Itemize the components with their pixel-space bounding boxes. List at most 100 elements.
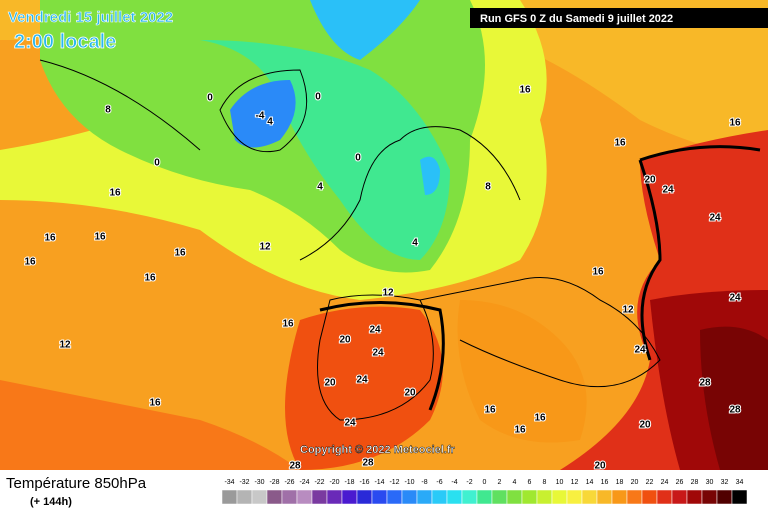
scale-swatch: [536, 489, 553, 505]
contour-label: 24: [634, 345, 646, 356]
contour-label: 8: [105, 105, 111, 116]
contour-label: 16: [109, 188, 121, 199]
contour-label: 16: [592, 267, 604, 278]
contour-label: 24: [356, 375, 368, 386]
scale-label: 32: [721, 479, 729, 486]
scale-swatch: [236, 489, 253, 505]
scale-label: -14: [374, 479, 384, 486]
contour-label: 20: [594, 461, 606, 472]
scale-label: -2: [466, 479, 472, 486]
contour-label: 16: [519, 85, 531, 96]
run-box: [470, 8, 768, 28]
contour-label: 4: [317, 182, 323, 193]
scale-swatch: [716, 489, 733, 505]
contour-label: 16: [24, 257, 36, 268]
scale-swatch: [221, 489, 238, 505]
scale-swatch: [521, 489, 538, 505]
contour-label: 16: [614, 138, 626, 149]
scale-label: 14: [586, 479, 594, 486]
scale-swatch: [671, 489, 688, 505]
scale-label: 18: [616, 479, 624, 486]
contour-label: 20: [324, 378, 336, 389]
scale-swatch: [311, 489, 328, 505]
scale-swatch: [686, 489, 703, 505]
contour-label: 12: [59, 340, 71, 351]
contour-label: 28: [289, 461, 301, 472]
scale-label: -26: [284, 479, 294, 486]
scale-swatch: [266, 489, 283, 505]
scale-label: 24: [661, 479, 669, 486]
scale-label: -22: [314, 479, 324, 486]
scale-label: -20: [329, 479, 339, 486]
scale-swatch: [386, 489, 403, 505]
contour-label: 24: [344, 418, 356, 429]
scale-label: 2: [498, 479, 502, 486]
scale-swatch: [581, 489, 598, 505]
footer-lead: (+ 144h): [30, 496, 72, 508]
scale-swatch: [611, 489, 628, 505]
scale-label: 34: [736, 479, 744, 486]
scale-swatch: [566, 489, 583, 505]
scale-label: -10: [404, 479, 414, 486]
scale-swatch: [401, 489, 418, 505]
contour-label: 24: [372, 348, 384, 359]
contour-label: 24: [369, 325, 381, 336]
contour-label: 24: [662, 185, 674, 196]
scale-swatch: [281, 489, 298, 505]
contour-label: 24: [729, 293, 741, 304]
contour-label: 24: [709, 213, 721, 224]
scale-label: 16: [601, 479, 609, 486]
scale-label: -4: [451, 479, 457, 486]
scale-swatch: [551, 489, 568, 505]
contour-label: 0: [154, 158, 160, 169]
contour-label: 16: [514, 425, 526, 436]
scale-label: -8: [421, 479, 427, 486]
contour-label: -4: [256, 111, 265, 122]
scale-swatch: [656, 489, 673, 505]
scale-swatch: [461, 489, 478, 505]
scale-label: -30: [254, 479, 264, 486]
contour-label: 16: [144, 273, 156, 284]
scale-swatch: [341, 489, 358, 505]
contour-label: 28: [699, 378, 711, 389]
scale-swatch: [296, 489, 313, 505]
contour-label: 0: [315, 92, 321, 103]
run-info: Run GFS 0 Z du Samedi 9 juillet 2022: [480, 13, 673, 25]
contour-label: 16: [174, 248, 186, 259]
scale-label: 22: [646, 479, 654, 486]
contour-label: 16: [729, 118, 741, 129]
contour-label: 28: [362, 458, 374, 469]
contour-label: 12: [622, 305, 634, 316]
contour-label: 16: [282, 319, 294, 330]
coastlines: [39, 59, 661, 421]
scale-label: -34: [224, 479, 234, 486]
scale-swatch: [476, 489, 493, 505]
contour-label: 0: [355, 153, 361, 164]
scale-label: 20: [631, 479, 639, 486]
forecast-time: 2:00 locale: [14, 31, 116, 53]
contour-label: 16: [44, 233, 56, 244]
scale-label: 10: [556, 479, 564, 486]
map-fields: [0, 0, 768, 470]
color-scale: -34 -32 -30 -28 -26 -24 -22 -20 -18 -16 -14 -12 -10-…: [221, 479, 748, 505]
contour-label: 20: [404, 388, 416, 399]
scale-swatch: [491, 489, 508, 505]
contour-label: 12: [382, 288, 394, 299]
contour-label: 16: [149, 398, 161, 409]
contour-label: 16: [534, 413, 546, 424]
contour-label: 4: [412, 238, 418, 249]
scale-label: 28: [691, 479, 699, 486]
scale-label: -16: [359, 479, 369, 486]
contour-label: 8: [485, 182, 491, 193]
forecast-date: Vendredi 15 juillet 2022: [8, 9, 173, 26]
contour-lines: [319, 145, 761, 411]
contour-label: 4: [267, 117, 273, 128]
scale-label: -24: [299, 479, 309, 486]
scale-swatch: [371, 489, 388, 505]
scale-swatch: [596, 489, 613, 505]
scale-swatch: [731, 489, 748, 505]
scale-label: -32: [239, 479, 249, 486]
scale-label: -28: [269, 479, 279, 486]
contour-label: 16: [484, 405, 496, 416]
